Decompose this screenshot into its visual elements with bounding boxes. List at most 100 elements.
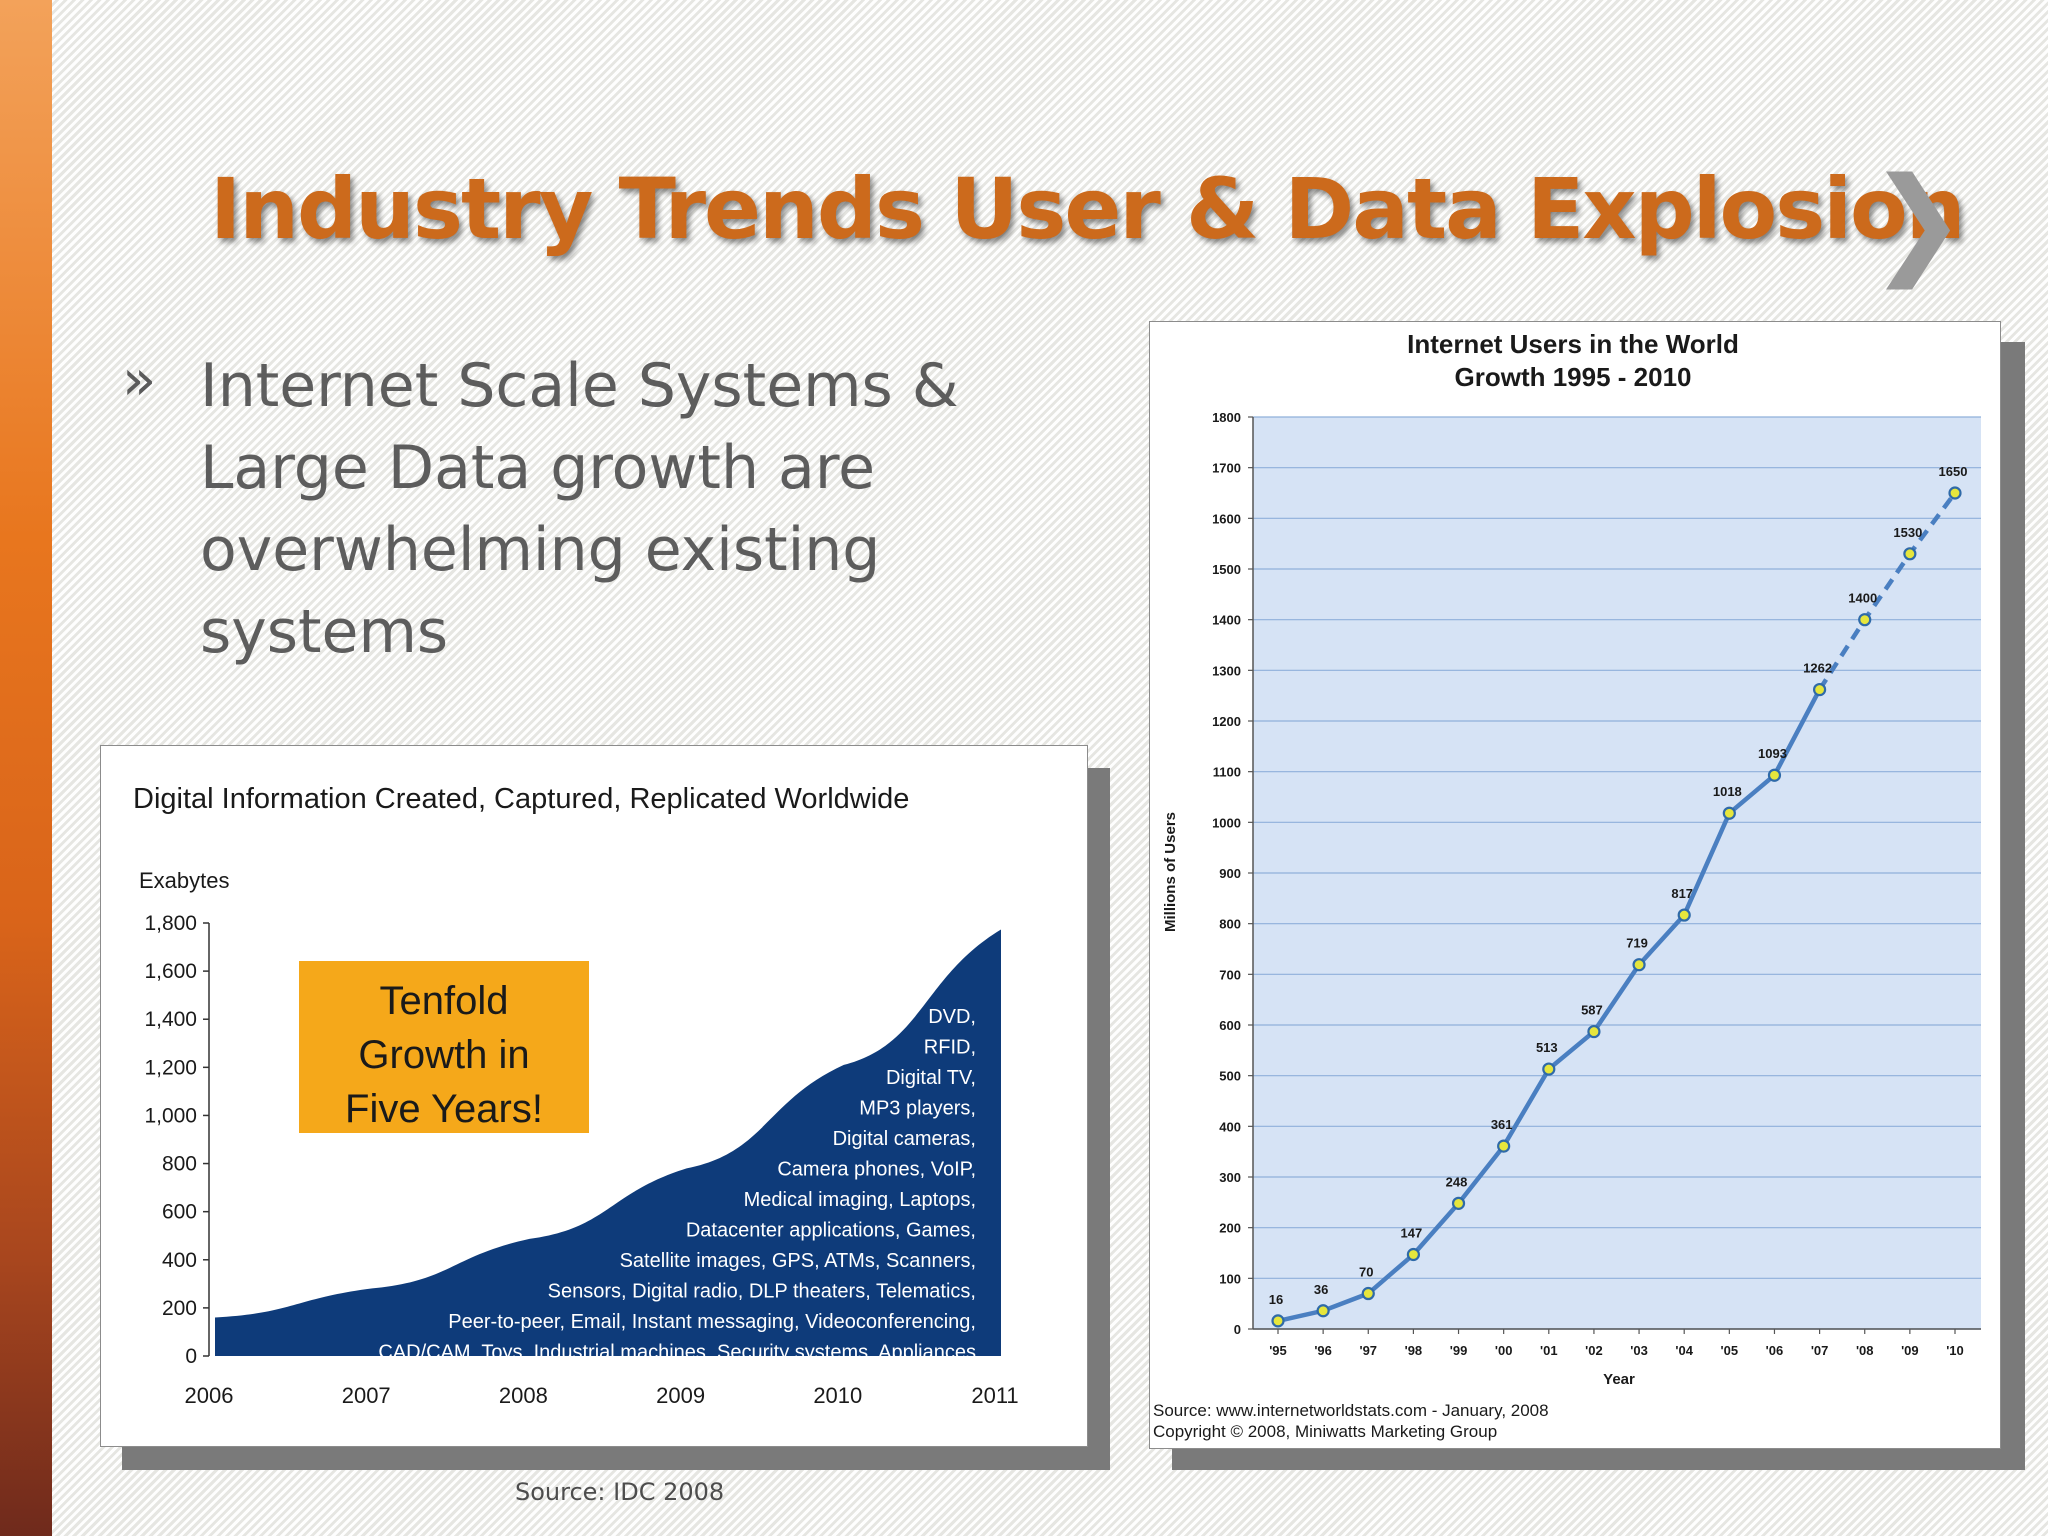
x-tick-label: '99: [1450, 1343, 1468, 1358]
callout-line: Tenfold: [380, 979, 509, 1023]
data-point: [1271, 1314, 1285, 1328]
area-label: DVD,: [928, 1006, 976, 1028]
data-label: 513: [1536, 1040, 1558, 1055]
x-tick-label: '95: [1269, 1343, 1287, 1358]
internet-users-chart-svg: Internet Users in the World Growth 1995 …: [1153, 329, 1981, 1441]
y-tick-label: 200: [1219, 1221, 1241, 1236]
y-tick-label: 1,800: [144, 912, 197, 935]
chart-source: Source: www.internetworldstats.com - Jan…: [1153, 1401, 1549, 1420]
data-label: 248: [1446, 1174, 1468, 1189]
area-label: MP3 players,: [859, 1098, 976, 1120]
data-label: 36: [1314, 1282, 1328, 1297]
accent-bar: [0, 0, 52, 1536]
y-tick-label: 400: [1219, 1119, 1241, 1134]
y-tick-label: 800: [162, 1153, 197, 1176]
x-tick-label: '04: [1675, 1343, 1693, 1358]
y-tick-label: 1600: [1212, 511, 1241, 526]
area-label: Satellite images, GPS, ATMs, Scanners,: [620, 1250, 976, 1272]
x-tick-label: '01: [1540, 1343, 1558, 1358]
data-point: [1677, 908, 1691, 922]
data-point: [1587, 1024, 1601, 1039]
internet-users-chart: Internet Users in the World Growth 1995 …: [1149, 321, 2001, 1449]
x-tick-label: '07: [1811, 1343, 1829, 1358]
area-label: Datacenter applications, Games,: [686, 1220, 976, 1242]
y-tick-label: 300: [1219, 1170, 1241, 1185]
chart-title: Digital Information Created, Captured, R…: [133, 783, 909, 815]
data-label: 361: [1491, 1117, 1513, 1132]
x-tick-label: '03: [1630, 1343, 1648, 1358]
data-point: [1316, 1304, 1330, 1318]
y-tick-label: 400: [162, 1249, 197, 1272]
y-tick-label: 1000: [1212, 815, 1241, 830]
x-tick-label: 2007: [342, 1383, 391, 1408]
data-label: 1400: [1848, 591, 1877, 606]
area-label: Digital cameras,: [833, 1128, 976, 1150]
data-label: 1650: [1939, 464, 1968, 479]
x-tick-label: 2008: [499, 1383, 548, 1408]
y-tick-label: 1,200: [144, 1056, 197, 1079]
x-tick-label: 2006: [185, 1383, 234, 1408]
x-tick-label: 2009: [656, 1383, 705, 1408]
x-tick-label: '00: [1495, 1343, 1513, 1358]
data-label: 1018: [1713, 784, 1742, 799]
data-point: [1903, 547, 1917, 561]
area-label: Camera phones, VoIP,: [777, 1159, 976, 1181]
y-tick-label: 900: [1219, 866, 1241, 881]
y-tick-label: 1400: [1212, 613, 1241, 628]
x-axis-label: Year: [1603, 1371, 1635, 1388]
data-point: [1497, 1139, 1511, 1153]
data-label: 147: [1401, 1226, 1423, 1241]
chart-title: Internet Users in the World: [1407, 329, 1739, 359]
x-tick-label: '05: [1721, 1343, 1739, 1358]
chart-copyright: Copyright © 2008, Miniwatts Marketing Gr…: [1153, 1422, 1497, 1441]
data-label: 587: [1581, 1003, 1603, 1018]
data-label: 719: [1626, 936, 1648, 951]
data-point: [1451, 1196, 1466, 1210]
x-tick-label: 2011: [971, 1383, 1018, 1408]
area-label: Digital TV,: [886, 1067, 976, 1089]
data-point: [1361, 1286, 1375, 1301]
data-label: 16: [1269, 1292, 1283, 1307]
y-tick-label: 1,000: [144, 1104, 197, 1127]
data-point: [1406, 1247, 1420, 1262]
x-tick-label: '02: [1585, 1343, 1603, 1358]
data-point: [1767, 768, 1782, 782]
y-tick-label: 1800: [1212, 410, 1241, 425]
y-tick-label: 1100: [1213, 765, 1241, 780]
y-tick-label: 1500: [1212, 562, 1241, 577]
x-tick-label: '98: [1405, 1343, 1423, 1358]
y-tick-label: 1,600: [144, 960, 197, 983]
area-label: Peer-to-peer, Email, Instant messaging, …: [448, 1311, 976, 1333]
x-tick-label: '08: [1856, 1343, 1874, 1358]
y-tick-label: 600: [162, 1201, 197, 1224]
data-label: 1093: [1758, 746, 1787, 761]
data-area: [215, 929, 1001, 1356]
data-label: 1262: [1803, 661, 1832, 676]
callout-box: [299, 961, 589, 1133]
data-point: [1948, 486, 1962, 500]
data-label: 1530: [1893, 525, 1922, 540]
y-tick-label: 500: [1219, 1069, 1241, 1084]
callout-line: Growth in: [358, 1033, 529, 1077]
digital-info-chart-svg: Digital Information Created, Captured, R…: [133, 783, 1019, 1408]
left-chart-source: Source: IDC 2008: [515, 1478, 725, 1506]
chart-subtitle: Growth 1995 - 2010: [1455, 362, 1692, 392]
area-label: Medical imaging, Laptops,: [744, 1189, 976, 1211]
x-tick-label: '06: [1766, 1343, 1784, 1358]
y-tick-label: 700: [1219, 967, 1241, 982]
x-tick-label: '96: [1314, 1343, 1332, 1358]
data-point: [1632, 958, 1646, 972]
area-label: CAD/CAM, Toys, Industrial machines, Secu…: [378, 1342, 976, 1364]
y-axis-label: Millions of Users: [1162, 812, 1179, 932]
y-tick-label: 100: [1219, 1271, 1241, 1286]
chevron-right-icon: ❯: [1868, 151, 1967, 289]
data-point: [1542, 1062, 1556, 1076]
y-tick-label: 1,400: [144, 1008, 197, 1031]
data-label: 817: [1671, 886, 1693, 901]
x-tick-label: '97: [1359, 1343, 1377, 1358]
data-point: [1812, 682, 1827, 697]
data-point: [1858, 613, 1872, 627]
y-tick-label: 1300: [1212, 663, 1241, 678]
y-tick-label: 0: [1234, 1322, 1241, 1337]
